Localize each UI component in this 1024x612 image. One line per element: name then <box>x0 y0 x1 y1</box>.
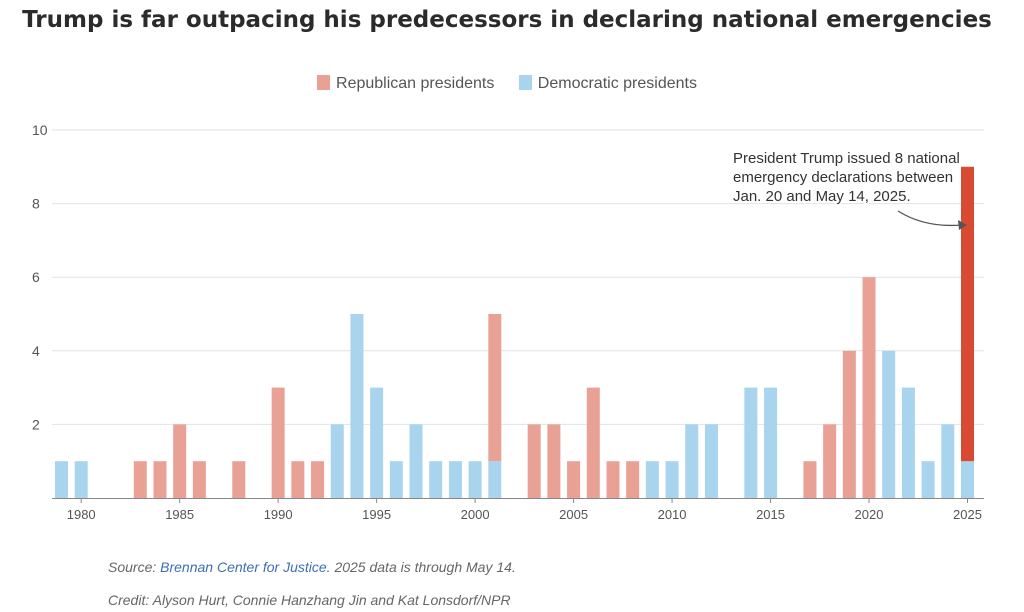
bar-republican-1985 <box>173 424 187 498</box>
x-tick-label-1985: 1985 <box>165 507 194 522</box>
bar-republican-1984 <box>153 461 167 498</box>
bar-democratic-2025 <box>961 461 974 498</box>
legend-label-democratic: Democratic presidents <box>537 75 697 92</box>
bar-republican-2017 <box>803 461 817 498</box>
bar-democratic-2023 <box>921 461 935 498</box>
y-tick-label-2: 2 <box>32 416 40 432</box>
bar-democratic-1999 <box>448 461 462 498</box>
bar-republican-2018 <box>823 424 837 498</box>
bar-democratic-2001 <box>488 461 502 498</box>
bar-democratic-2000 <box>468 461 482 498</box>
bar-democratic-2024 <box>941 424 955 498</box>
source-prefix: Source: <box>108 559 161 575</box>
bar-republican-2019 <box>842 350 856 498</box>
bar-republican-2008 <box>626 461 640 498</box>
credit-note: Credit: Alyson Hurt, Connie Hanzhang Jin… <box>108 592 511 608</box>
annotation-line-3: Jan. 20 and May 14, 2025. <box>733 188 911 205</box>
bar-democratic-2015 <box>764 387 778 498</box>
bar-republican-2003 <box>527 424 541 498</box>
legend-swatch-republican <box>317 75 331 90</box>
bar-republican-1983 <box>133 461 147 498</box>
x-tick-label-1980: 1980 <box>67 507 96 522</box>
y-tick-label-6: 6 <box>32 269 40 285</box>
bar-democratic-1979 <box>55 461 68 498</box>
bar-republican-2020 <box>862 277 876 498</box>
chart-title: Trump is far outpacing his predecessors … <box>22 7 992 33</box>
annotation-line-2: emergency declarations between <box>733 169 953 186</box>
annotation-arrowhead <box>958 220 967 230</box>
legend-item-republican: Republican presidents <box>317 75 494 93</box>
bar-republican-2004 <box>547 424 561 498</box>
bar-democratic-1994 <box>350 314 364 498</box>
x-tick-label-2000: 2000 <box>461 507 490 522</box>
bar-democratic-2012 <box>704 424 718 498</box>
x-tick-label-2015: 2015 <box>756 507 785 522</box>
bar-republican-2007 <box>606 461 620 498</box>
x-tick-label-1995: 1995 <box>362 507 391 522</box>
bar-democratic-2011 <box>685 424 699 498</box>
annotation-line-1: President Trump issued 8 national <box>733 150 960 167</box>
bar-democratic-2021 <box>882 350 896 498</box>
bar-republican-2006 <box>586 387 600 498</box>
bar-democratic-2010 <box>665 461 679 498</box>
bar-republican-1990 <box>271 387 285 498</box>
y-tick-label-4: 4 <box>32 343 40 359</box>
x-tick-label-1990: 1990 <box>264 507 293 522</box>
legend: Republican presidents Democratic preside… <box>0 75 1014 93</box>
bar-republican-2001 <box>488 314 502 462</box>
x-tick-label-2020: 2020 <box>855 507 884 522</box>
bar-republican-1986 <box>192 461 206 498</box>
source-link[interactable]: Brennan Center for Justice <box>160 559 327 575</box>
x-tick-label-2025: 2025 <box>953 507 982 522</box>
source-note: Source: Brennan Center for Justice. 2025… <box>108 559 516 575</box>
annotation-arrow <box>897 210 963 227</box>
x-tick-label-2005: 2005 <box>559 507 588 522</box>
bar-republican-2005 <box>567 461 581 498</box>
bar-republican-1991 <box>291 461 305 498</box>
bar-republican-1988 <box>232 461 246 498</box>
bar-democratic-1996 <box>389 461 403 498</box>
source-suffix: . 2025 data is through May 14. <box>326 559 516 575</box>
bar-democratic-2009 <box>645 461 659 498</box>
legend-label-republican: Republican presidents <box>336 75 495 92</box>
bar-democratic-1995 <box>370 387 384 498</box>
bar-democratic-1993 <box>330 424 344 498</box>
bar-democratic-2022 <box>901 387 915 498</box>
bar-trump-2025 <box>961 166 974 462</box>
bar-democratic-1998 <box>429 461 443 498</box>
bar-republican-1992 <box>311 461 325 498</box>
bar-democratic-1980 <box>74 461 88 498</box>
x-tick-label-2010: 2010 <box>658 507 687 522</box>
bar-democratic-1997 <box>409 424 423 498</box>
legend-item-democratic: Democratic presidents <box>518 75 697 93</box>
y-tick-label-8: 8 <box>32 196 40 212</box>
legend-swatch-democratic <box>518 75 532 90</box>
bar-democratic-2014 <box>744 387 758 498</box>
y-tick-label-10: 10 <box>32 122 48 138</box>
